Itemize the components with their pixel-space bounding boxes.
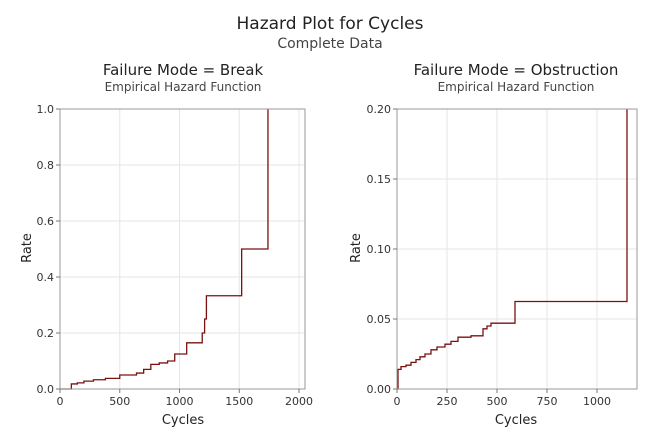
break-y-axis-label: Rate: [20, 233, 35, 263]
obstruction-panel-subtitle: Empirical Hazard Function: [438, 80, 595, 94]
figure-title: Hazard Plot for Cycles: [237, 14, 424, 34]
obstruction-y-tick-label: 0.05: [367, 313, 392, 326]
break-x-tick-label: 1000: [166, 395, 194, 408]
obstruction-y-tick-label: 0.10: [367, 243, 392, 256]
obstruction-y-tick-label: 0.15: [367, 173, 392, 186]
obstruction-y-tick-label: 0.20: [367, 103, 392, 116]
break-y-tick-label: 0.8: [37, 159, 55, 172]
obstruction-panel-title: Failure Mode = Obstruction: [414, 61, 619, 79]
break-panel-subtitle: Empirical Hazard Function: [105, 80, 262, 94]
obstruction-x-tick-label: 500: [487, 395, 508, 408]
break-y-tick-label: 0.4: [37, 271, 55, 284]
obstruction-x-tick-label: 0: [394, 395, 401, 408]
break-y-tick-label: 0.0: [37, 383, 55, 396]
obstruction-x-tick-label: 1000: [583, 395, 611, 408]
obstruction-x-tick-label: 750: [537, 395, 558, 408]
obstruction-hazard-step-line: [397, 109, 628, 390]
break-x-axis-label: Cycles: [162, 413, 205, 428]
break-x-tick-label: 500: [109, 395, 130, 408]
figure-subtitle: Complete Data: [277, 36, 382, 52]
break-y-tick-label: 1.0: [37, 103, 55, 116]
obstruction-hazard-panel: Failure Mode = Obstruction Empirical Haz…: [349, 61, 638, 428]
obstruction-x-axis-label: Cycles: [495, 413, 538, 428]
obstruction-x-tick-label: 250: [437, 395, 458, 408]
break-y-tick-label: 0.2: [37, 327, 55, 340]
break-panel-title: Failure Mode = Break: [103, 61, 264, 79]
break-plot-frame: [59, 108, 306, 390]
break-x-tick-label: 1500: [225, 395, 253, 408]
break-y-tick-label: 0.6: [37, 215, 55, 228]
obstruction-y-tick-label: 0.00: [367, 383, 392, 396]
break-x-tick-label: 0: [57, 395, 64, 408]
break-x-tick-label: 2000: [285, 395, 313, 408]
break-hazard-panel: Failure Mode = Break Empirical Hazard Fu…: [20, 61, 313, 428]
obstruction-y-axis-label: Rate: [349, 233, 364, 263]
break-hazard-step-line: [60, 109, 269, 390]
